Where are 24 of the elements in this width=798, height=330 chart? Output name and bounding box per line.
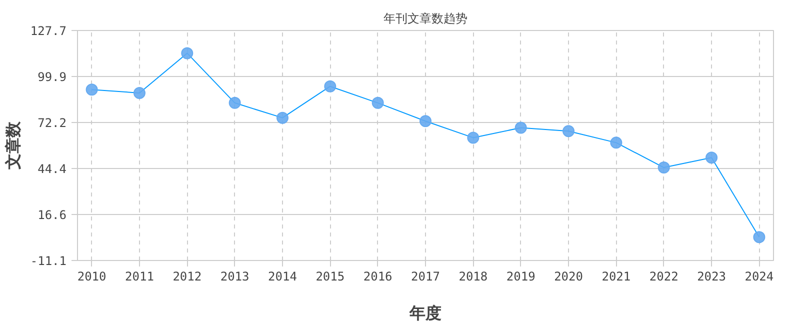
y-tick-label: 127.7 [30, 24, 66, 38]
chart-title: 年刊文章数趋势 [384, 12, 468, 26]
x-tick-label: 2013 [220, 270, 250, 284]
x-tick-label: 2022 [649, 270, 678, 284]
x-axis-title: 年度 [408, 304, 442, 322]
x-tick-label: 2011 [125, 270, 154, 284]
x-tick-label: 2012 [172, 270, 202, 284]
y-tick-label: 72.2 [38, 116, 67, 130]
x-tick-label: 2015 [316, 270, 345, 284]
y-tick-label: 99.9 [38, 70, 67, 84]
y-axis-title: 文章数 [3, 120, 22, 170]
x-tick-label: 2018 [458, 270, 488, 284]
x-tick-label: 2024 [744, 270, 774, 284]
y-tick-label: 44.4 [38, 162, 67, 176]
x-tick-label: 2017 [411, 270, 440, 284]
x-tick-label: 2010 [77, 270, 106, 284]
x-tick-label: 2020 [554, 270, 583, 284]
x-tick-label: 2021 [602, 270, 631, 284]
x-tick-label: 2023 [697, 270, 726, 284]
x-tick-label: 2016 [363, 270, 392, 284]
x-tick-label: 2019 [506, 270, 536, 284]
y-tick-label: 16.6 [38, 208, 67, 222]
y-tick-label: -11.1 [30, 254, 66, 268]
x-tick-label: 2014 [268, 270, 297, 284]
